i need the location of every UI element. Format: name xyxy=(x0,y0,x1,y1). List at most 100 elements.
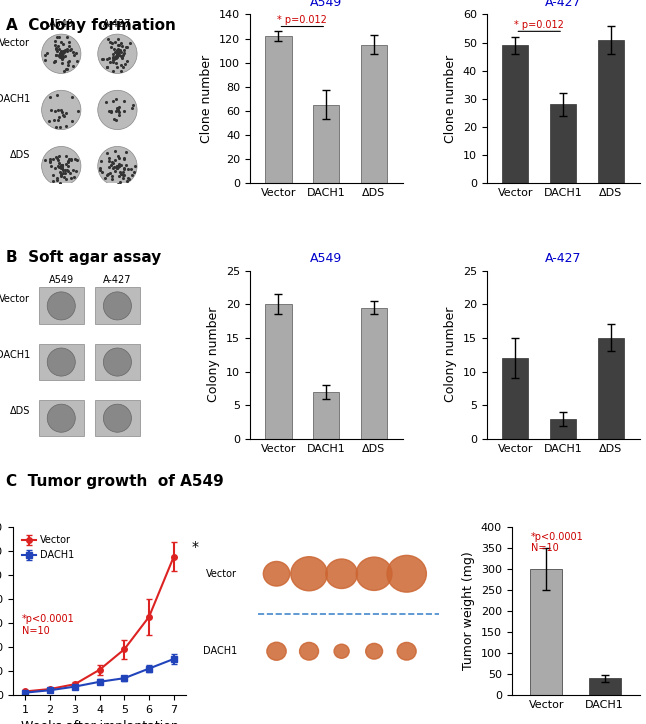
Legend: Vector, DACH1: Vector, DACH1 xyxy=(18,531,78,564)
Point xyxy=(101,169,112,181)
Point xyxy=(61,164,72,176)
Bar xyxy=(598,40,624,183)
Point xyxy=(116,46,127,57)
Bar xyxy=(361,45,387,183)
Point xyxy=(57,160,68,172)
Point xyxy=(45,153,55,165)
Point xyxy=(67,91,77,103)
Point xyxy=(116,51,127,63)
Point xyxy=(59,164,70,175)
Point xyxy=(68,60,78,72)
Point xyxy=(107,174,117,185)
Point xyxy=(125,38,135,49)
Point xyxy=(111,93,121,105)
Point xyxy=(54,31,64,43)
Point xyxy=(63,161,73,172)
Point xyxy=(71,55,81,67)
Point xyxy=(114,160,125,172)
Point xyxy=(107,170,118,182)
Point xyxy=(114,159,124,170)
Point xyxy=(114,49,124,61)
Text: Vector: Vector xyxy=(206,569,236,578)
Circle shape xyxy=(103,292,131,320)
Point xyxy=(104,152,114,164)
Circle shape xyxy=(300,642,318,660)
Point xyxy=(111,106,121,117)
Point xyxy=(112,62,122,73)
Point xyxy=(57,51,68,63)
Point xyxy=(53,114,63,125)
Point xyxy=(112,160,123,172)
Point xyxy=(53,41,63,52)
Point xyxy=(102,53,112,64)
Point xyxy=(56,159,66,171)
Point xyxy=(113,49,123,60)
Point xyxy=(105,35,115,47)
Point xyxy=(56,45,66,56)
Point xyxy=(106,41,116,52)
Point xyxy=(109,43,120,55)
Point xyxy=(56,161,67,172)
Point xyxy=(118,51,128,62)
Point xyxy=(120,59,130,70)
Bar xyxy=(266,36,291,183)
Point xyxy=(57,45,68,56)
Point xyxy=(60,51,70,62)
Point xyxy=(65,167,75,179)
Point xyxy=(52,174,63,186)
Point xyxy=(57,164,68,176)
Bar xyxy=(530,568,563,695)
Point xyxy=(50,162,60,174)
Point xyxy=(55,51,65,63)
Point xyxy=(118,44,129,56)
Point xyxy=(105,167,115,179)
Point xyxy=(96,162,106,174)
Point xyxy=(119,162,129,174)
Point xyxy=(102,62,112,73)
Point xyxy=(106,159,116,171)
Point xyxy=(64,55,74,67)
Point xyxy=(67,164,78,175)
Point xyxy=(117,52,127,64)
Point xyxy=(63,165,74,177)
Bar xyxy=(550,418,576,439)
Point xyxy=(41,48,52,59)
Point xyxy=(56,49,67,60)
Point xyxy=(63,36,74,48)
Point xyxy=(53,161,63,172)
Title: A-427: A-427 xyxy=(545,0,581,9)
Bar xyxy=(313,392,339,439)
Circle shape xyxy=(47,404,76,432)
Point xyxy=(117,41,127,52)
Point xyxy=(63,155,74,167)
Bar xyxy=(361,308,387,439)
Point xyxy=(68,49,79,61)
Text: C  Tumor growth  of A549: C Tumor growth of A549 xyxy=(6,474,224,489)
Point xyxy=(118,62,129,73)
Point xyxy=(57,161,67,172)
Point xyxy=(57,159,67,171)
Point xyxy=(121,41,131,53)
Point xyxy=(59,46,69,58)
Point xyxy=(116,37,127,49)
Text: B  Soft agar assay: B Soft agar assay xyxy=(6,250,162,265)
Point xyxy=(119,169,129,181)
Point xyxy=(61,151,71,162)
Point xyxy=(110,51,120,63)
Point xyxy=(119,153,129,165)
Point xyxy=(114,169,124,181)
Point xyxy=(125,163,136,174)
Point xyxy=(50,49,61,60)
Point xyxy=(45,155,55,167)
Text: A-427: A-427 xyxy=(103,275,132,285)
Point xyxy=(45,90,56,102)
Point xyxy=(95,164,105,176)
Point xyxy=(58,48,68,59)
Point xyxy=(118,166,129,177)
Point xyxy=(114,106,124,118)
Circle shape xyxy=(356,557,392,590)
Text: A549: A549 xyxy=(48,19,74,29)
Y-axis label: Clone number: Clone number xyxy=(200,54,213,143)
Circle shape xyxy=(267,642,286,660)
Circle shape xyxy=(387,555,426,592)
